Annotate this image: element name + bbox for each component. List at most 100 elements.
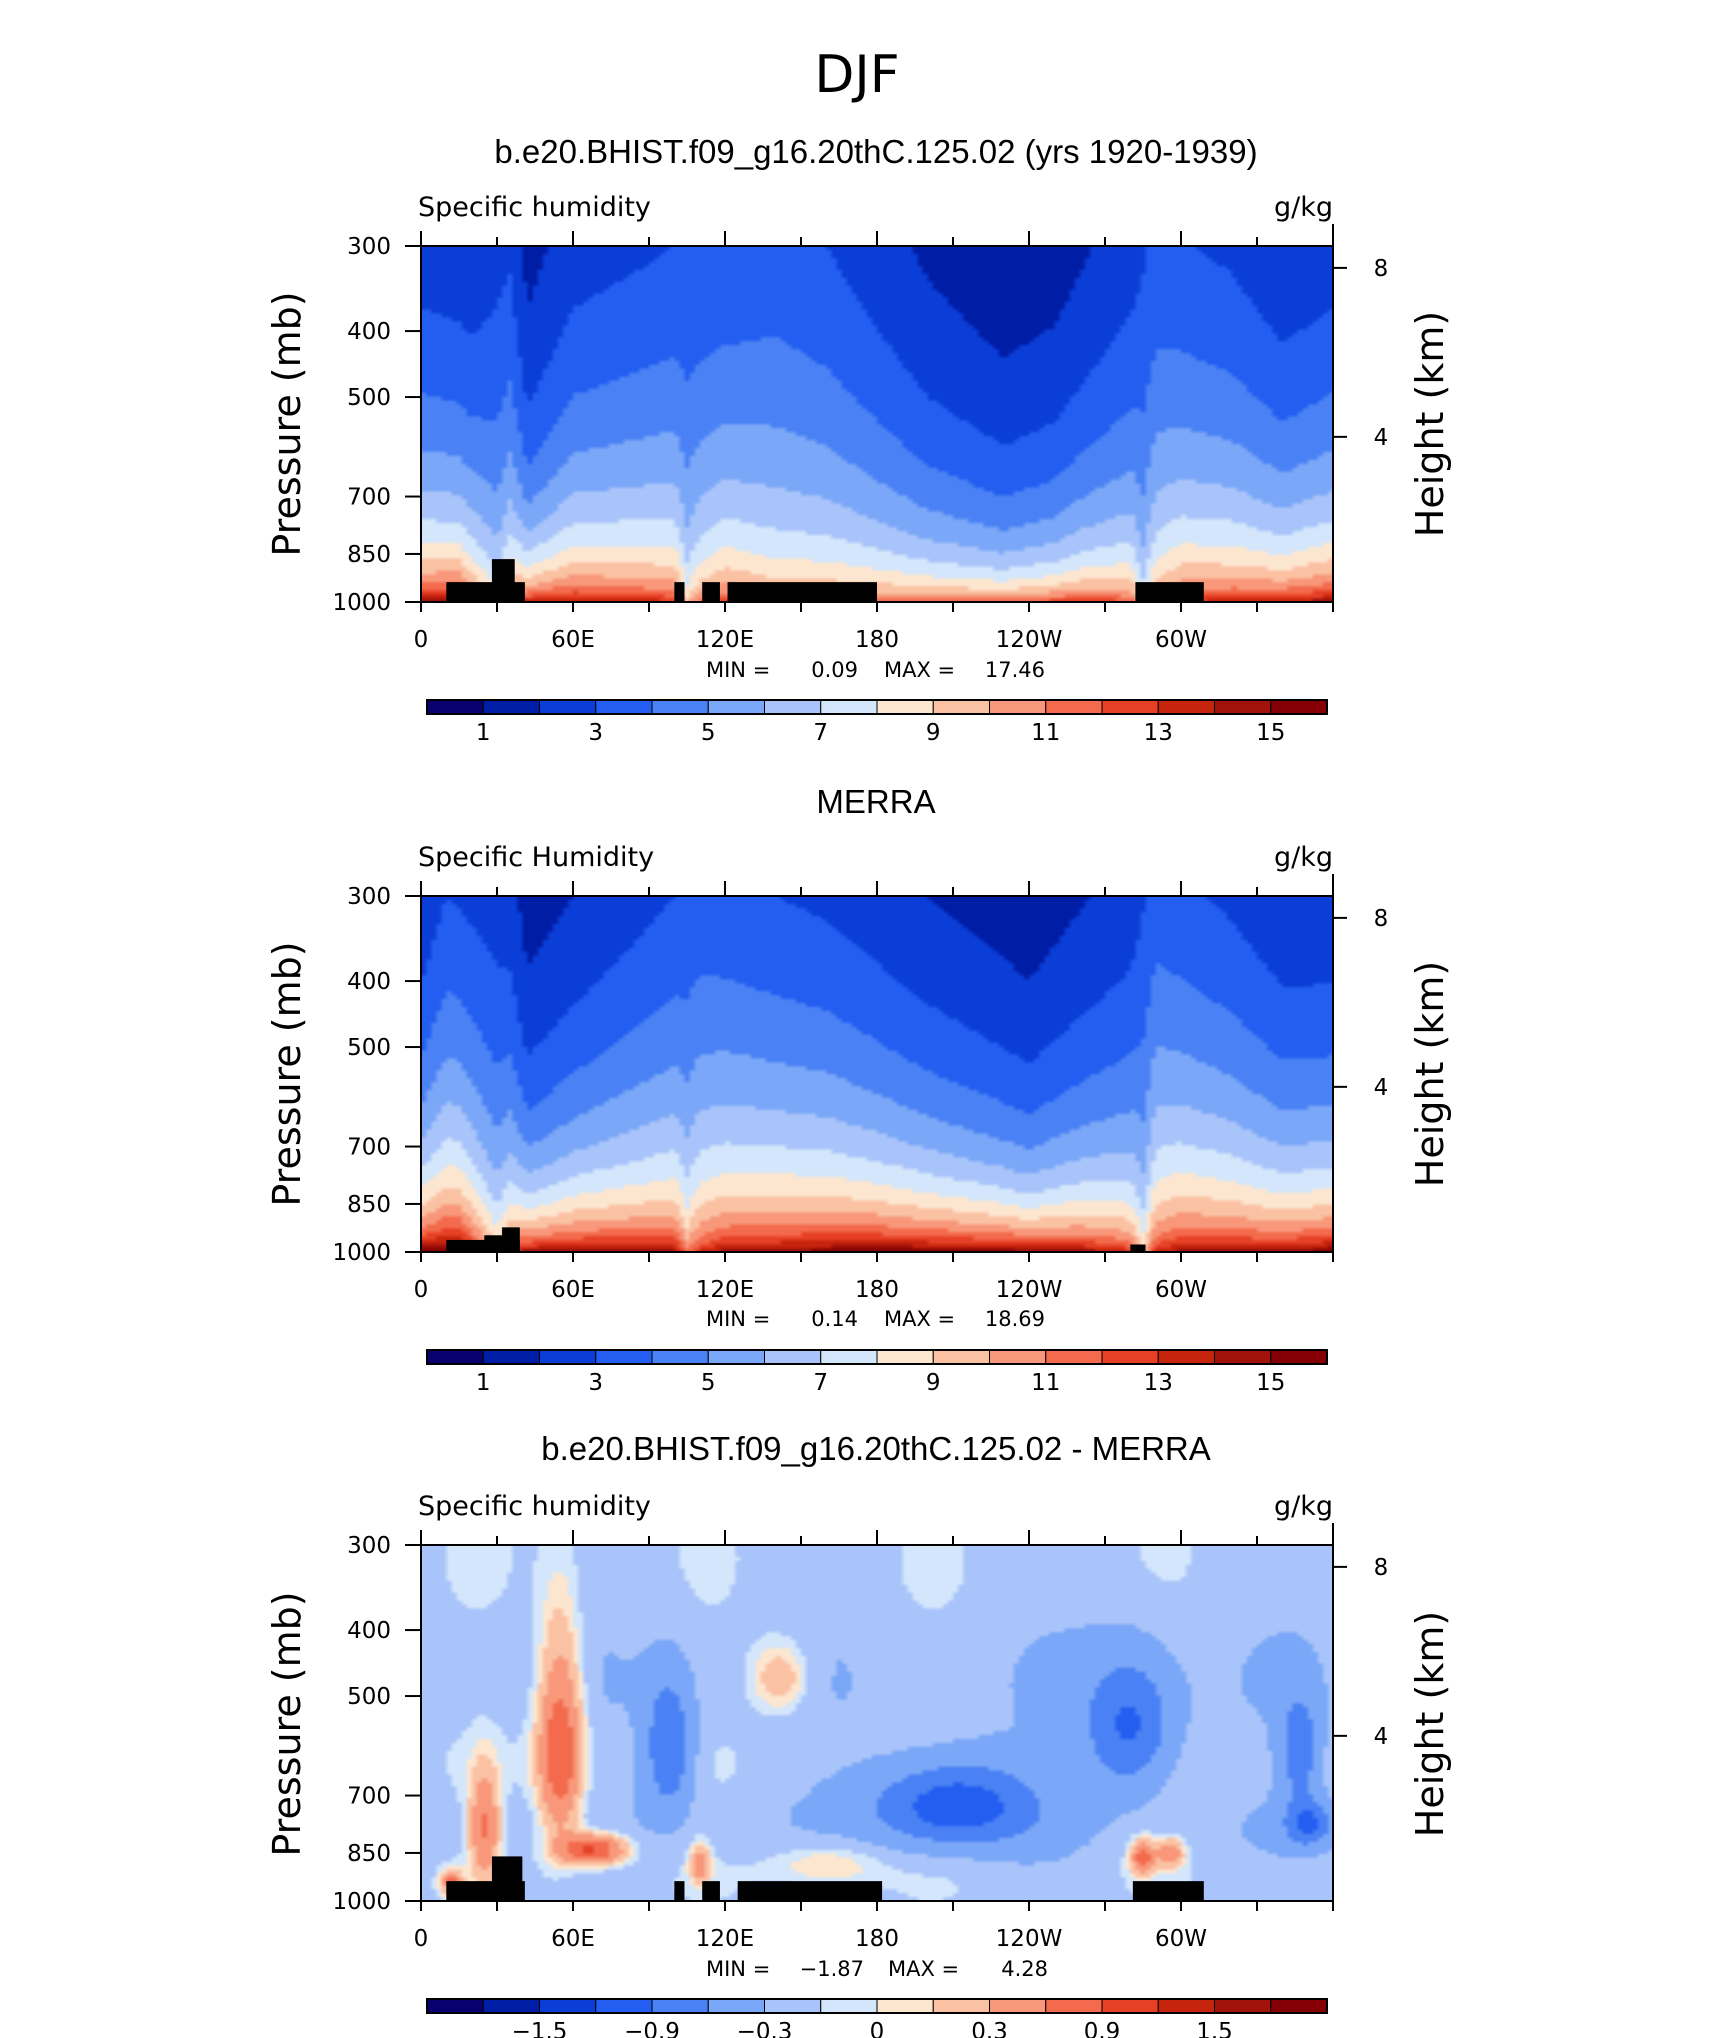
colorbar-bin [820,699,878,715]
x-tick-label: 0 [414,627,429,653]
colorbar-bin [707,1998,765,2014]
colorbar-bin [539,699,597,715]
topography-mask [1130,1244,1146,1252]
panel-3-ylabel: Pressure (mb) [265,1591,309,1856]
panel-2-ylabel-right: Height (km) [1408,961,1452,1187]
colorbar-label: 3 [588,1370,603,1396]
y-tick-label: 700 [347,485,391,511]
colorbar-bin [1157,1998,1215,2014]
colorbar-frame [426,699,1328,715]
colorbar-bin [1270,699,1328,715]
panel-2-ylabel: Pressure (mb) [265,941,309,1206]
y-tick-label: 400 [347,1618,391,1644]
x-tick-label: 180 [855,1277,899,1303]
y-right-tick-label: 4 [1374,1075,1389,1101]
panel-2-min-label: MIN = [706,1307,770,1331]
topography-mask [491,1856,523,1901]
colorbar-bin [707,1349,765,1365]
panel-2-title: MERRA [816,783,935,820]
colorbar-bin [1045,1998,1103,2014]
x-tick-label: 120E [696,1926,754,1952]
panel-3: b.e20.BHIST.f09_g16.20thC.125.02 - MERRA… [265,1430,1452,2038]
panel-3-max-label: MAX = [888,1957,959,1981]
colorbar-bin [932,1349,990,1365]
y-tick-label: 300 [347,884,391,910]
colorbar-label: 0 [870,2019,885,2038]
y-tick-label: 400 [347,969,391,995]
y-tick-label: 850 [347,542,391,568]
colorbar-label: 5 [701,1370,716,1396]
panel-1-left-label: Specific humidity [418,192,651,223]
y-tick-label: 1000 [332,590,391,616]
colorbar-label: 1.5 [1196,2019,1233,2038]
colorbar-label: 3 [588,720,603,746]
colorbar-bin [820,1349,878,1365]
x-tick-label: 120E [696,1277,754,1303]
colorbar-bin [595,1349,653,1365]
colorbar-label: 15 [1256,1370,1285,1396]
panel-1-ylabel: Pressure (mb) [265,291,309,556]
colorbar-label: 0.9 [1084,2019,1121,2038]
x-tick-label: 0 [414,1926,429,1952]
colorbar-label: 13 [1144,720,1173,746]
colorbar-bin [820,1998,878,2014]
colorbar-label: 0.3 [971,2019,1008,2038]
x-tick-label: 120E [696,627,754,653]
panel-3-plot: 0 60E 120E 180 120W 60W 300 400 500 700 850 1000 8 4 [332,1523,1388,1952]
panel-1-max-value: 17.46 [985,658,1045,682]
topography-mask [737,1881,883,1901]
topography-mask [1135,582,1204,602]
panel-2-colorbar: 1 3 5 7 9 11 13 15 [426,1349,1328,1396]
y-tick-label: 700 [347,1784,391,1810]
colorbar-label: 1 [476,720,491,746]
panel-1-ylabel-right: Height (km) [1408,311,1452,537]
topography-mask [702,1881,720,1901]
x-tick-label: 120W [996,1277,1063,1303]
panel-1-plot: 0 60E 120E 180 120W 60W 300 400 500 700 850 1000 8 4 [332,224,1388,653]
colorbar-bin [764,1998,822,2014]
y-tick-label: 1000 [332,1889,391,1915]
colorbar-bin [482,699,540,715]
x-tick-label: 60E [551,627,595,653]
colorbar-bin [651,1349,709,1365]
colorbar-bin [707,699,765,715]
colorbar-bin [539,1349,597,1365]
y-tick-label: 1000 [332,1240,391,1266]
panel-1-min-label: MIN = [706,658,770,682]
colorbar-bin [876,1349,934,1365]
y-tick-label: 850 [347,1841,391,1867]
colorbar-bin [1101,1998,1159,2014]
colorbar-bin [989,1349,1047,1365]
panel-3-title: b.e20.BHIST.f09_g16.20thC.125.02 - MERRA [541,1430,1211,1467]
x-tick-label: 60W [1155,1277,1207,1303]
colorbar-bin [426,699,484,715]
colorbar-label: 5 [701,720,716,746]
colorbar-bin [651,1998,709,2014]
colorbar-bin [1214,699,1272,715]
panel-3-max-value: 4.28 [1001,1957,1048,1981]
colorbar-bin [595,1998,653,2014]
colorbar-bin [482,1998,540,2014]
colorbar-label: −0.9 [624,2019,680,2038]
panel-1-min-value: 0.09 [811,658,858,682]
y-tick-label: 850 [347,1192,391,1218]
colorbar-bin [764,699,822,715]
colorbar-bin [1101,699,1159,715]
panel-1-right-label: g/kg [1274,192,1333,223]
panel-1-title: b.e20.BHIST.f09_g16.20thC.125.02 (yrs 19… [494,133,1257,170]
colorbar-label: 13 [1144,1370,1173,1396]
y-right-tick-label: 4 [1374,1724,1389,1750]
x-tick-label: 60W [1155,627,1207,653]
contour-field [421,896,1333,1252]
y-right-tick-label: 8 [1374,256,1389,282]
panel-2-right-label: g/kg [1274,842,1333,873]
colorbar-bin [932,699,990,715]
colorbar-bin [651,699,709,715]
colorbar-label: 11 [1031,1370,1060,1396]
panel-2-min-value: 0.14 [811,1307,858,1331]
panel-2: MERRA Specific Humidity g/kg 0 60E 120E 180… [265,783,1452,1396]
x-tick-label: 180 [855,1926,899,1952]
contour-field [421,246,1333,602]
x-tick-label: 60E [551,1926,595,1952]
